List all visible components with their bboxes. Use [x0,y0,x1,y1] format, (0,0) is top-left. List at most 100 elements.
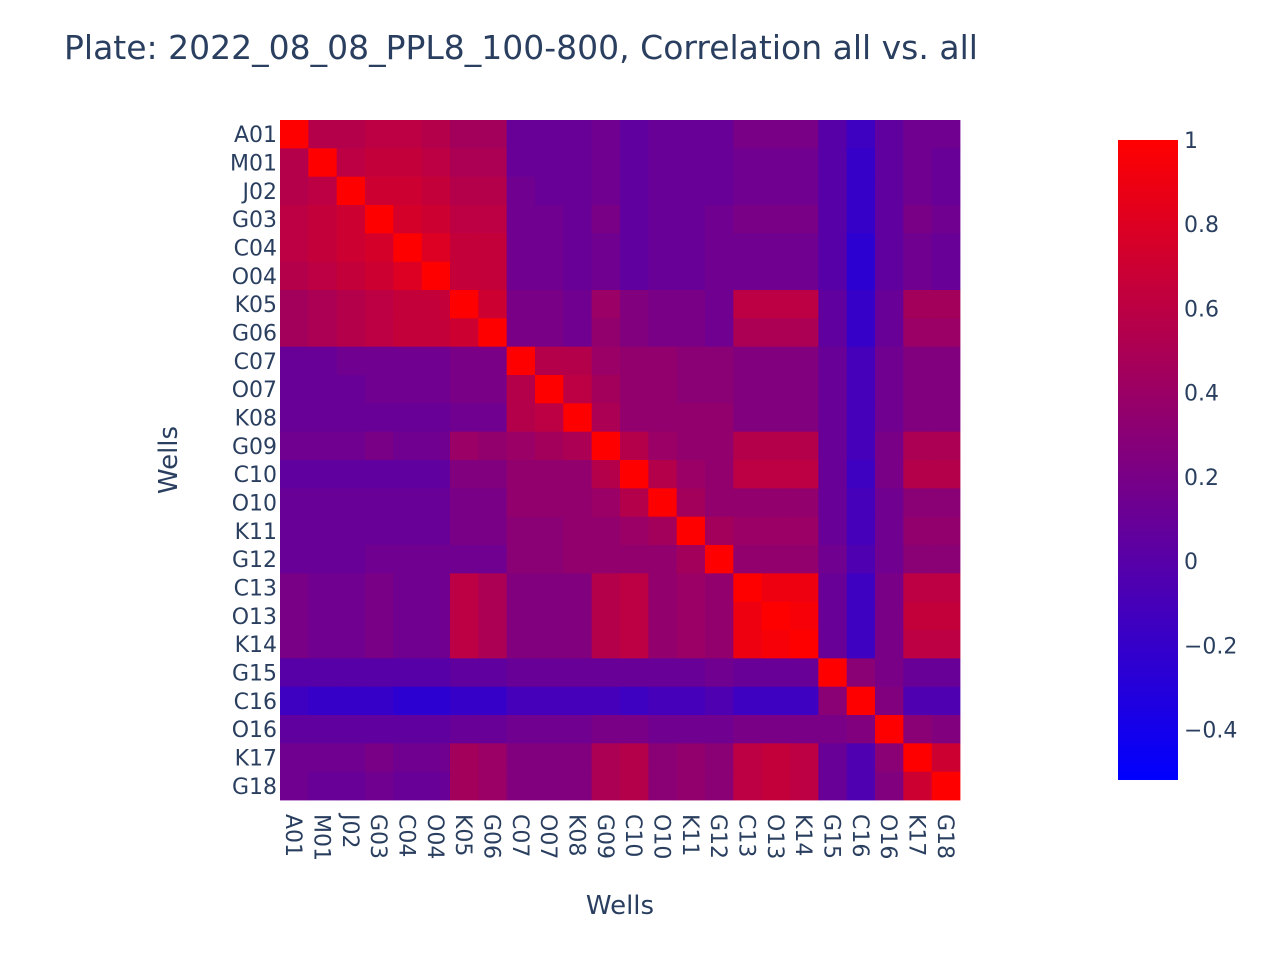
heatmap-cell [903,148,932,177]
heatmap-cell [875,177,904,206]
heatmap-cell [762,573,791,602]
heatmap-cell [818,120,847,149]
heatmap-cell [393,488,422,517]
heatmap-cell [478,687,507,716]
heatmap-cell [847,148,876,177]
heatmap-cell [733,205,762,234]
heatmap-cell [337,205,366,234]
heatmap-cell [308,517,337,546]
heatmap-cell [280,233,309,262]
heatmap-cell [478,148,507,177]
heatmap-cell [365,205,394,234]
heatmap-cell [563,120,592,149]
heatmap-cell [932,460,961,489]
heatmap-cell [790,148,819,177]
heatmap-cell [875,205,904,234]
heatmap-cell [932,602,961,631]
heatmap-cell [280,403,309,432]
heatmap-cell [903,772,932,801]
heatmap-cell [592,262,621,291]
heatmap-cell [620,347,649,376]
heatmap-cell [308,375,337,404]
heatmap-cell [308,743,337,772]
heatmap-cell [903,658,932,687]
heatmap-cell [818,177,847,206]
colorbar-tick-label: 0.8 [1184,213,1219,238]
heatmap-cell [535,743,564,772]
heatmap-cell [677,687,706,716]
heatmap-cell [337,658,366,687]
heatmap-cell [762,602,791,631]
heatmap-cell [450,262,479,291]
heatmap-cell [620,262,649,291]
heatmap-cell [648,658,677,687]
heatmap-cell [507,743,536,772]
heatmap-cell [280,573,309,602]
heatmap-cell [450,602,479,631]
heatmap-cell [478,318,507,347]
heatmap-cell [677,715,706,744]
heatmap-cell [903,262,932,291]
y-axis-title: Wells [154,426,184,494]
x-tick-label: G06 [479,814,504,859]
heatmap-cell [847,602,876,631]
heatmap-cell [762,318,791,347]
x-tick-label: O07 [535,814,560,859]
heatmap-cell [280,517,309,546]
heatmap-cell [280,687,309,716]
heatmap-cell [365,517,394,546]
heatmap-cell [620,743,649,772]
heatmap-cell [818,148,847,177]
heatmap-cell [393,233,422,262]
heatmap-cell [677,205,706,234]
heatmap-cell [818,233,847,262]
x-tick-label: K11 [677,814,702,856]
heatmap-cell [365,772,394,801]
heatmap-cell [393,545,422,574]
heatmap-cell [422,432,451,461]
heatmap-cell [337,318,366,347]
heatmap-cell [932,205,961,234]
x-tick-label: K14 [790,814,815,856]
heatmap-cell [422,148,451,177]
heatmap-cell [535,120,564,149]
heatmap-cell [308,120,337,149]
heatmap-cell [733,545,762,574]
heatmap-cell [422,347,451,376]
heatmap-cell [818,347,847,376]
heatmap-cell [847,573,876,602]
heatmap-cell [620,658,649,687]
heatmap-cell [620,715,649,744]
heatmap-cell [478,772,507,801]
heatmap-cell [790,375,819,404]
heatmap-cell [592,375,621,404]
heatmap-cell [365,573,394,602]
heatmap-cell [903,233,932,262]
heatmap-cell [535,262,564,291]
heatmap-cell [705,743,734,772]
heatmap-cell [365,403,394,432]
heatmap-cell [818,630,847,659]
heatmap-cell [705,432,734,461]
heatmap-plot-area[interactable] [280,120,960,800]
heatmap-cell [535,177,564,206]
heatmap-cell [790,772,819,801]
heatmap-cell [733,233,762,262]
heatmap-cell [507,545,536,574]
x-tick-label: C10 [620,814,645,857]
heatmap-cell [705,687,734,716]
heatmap-cell [478,517,507,546]
heatmap-cell [592,715,621,744]
heatmap-cell [365,630,394,659]
heatmap-cell [507,517,536,546]
heatmap-cell [280,630,309,659]
heatmap-cell [648,318,677,347]
heatmap-cell [762,743,791,772]
heatmap-cell [847,262,876,291]
heatmap-cell [450,432,479,461]
heatmap-cell [932,375,961,404]
heatmap-cell [592,177,621,206]
heatmap-cell [478,375,507,404]
heatmap-cell [450,488,479,517]
heatmap-cell [308,148,337,177]
